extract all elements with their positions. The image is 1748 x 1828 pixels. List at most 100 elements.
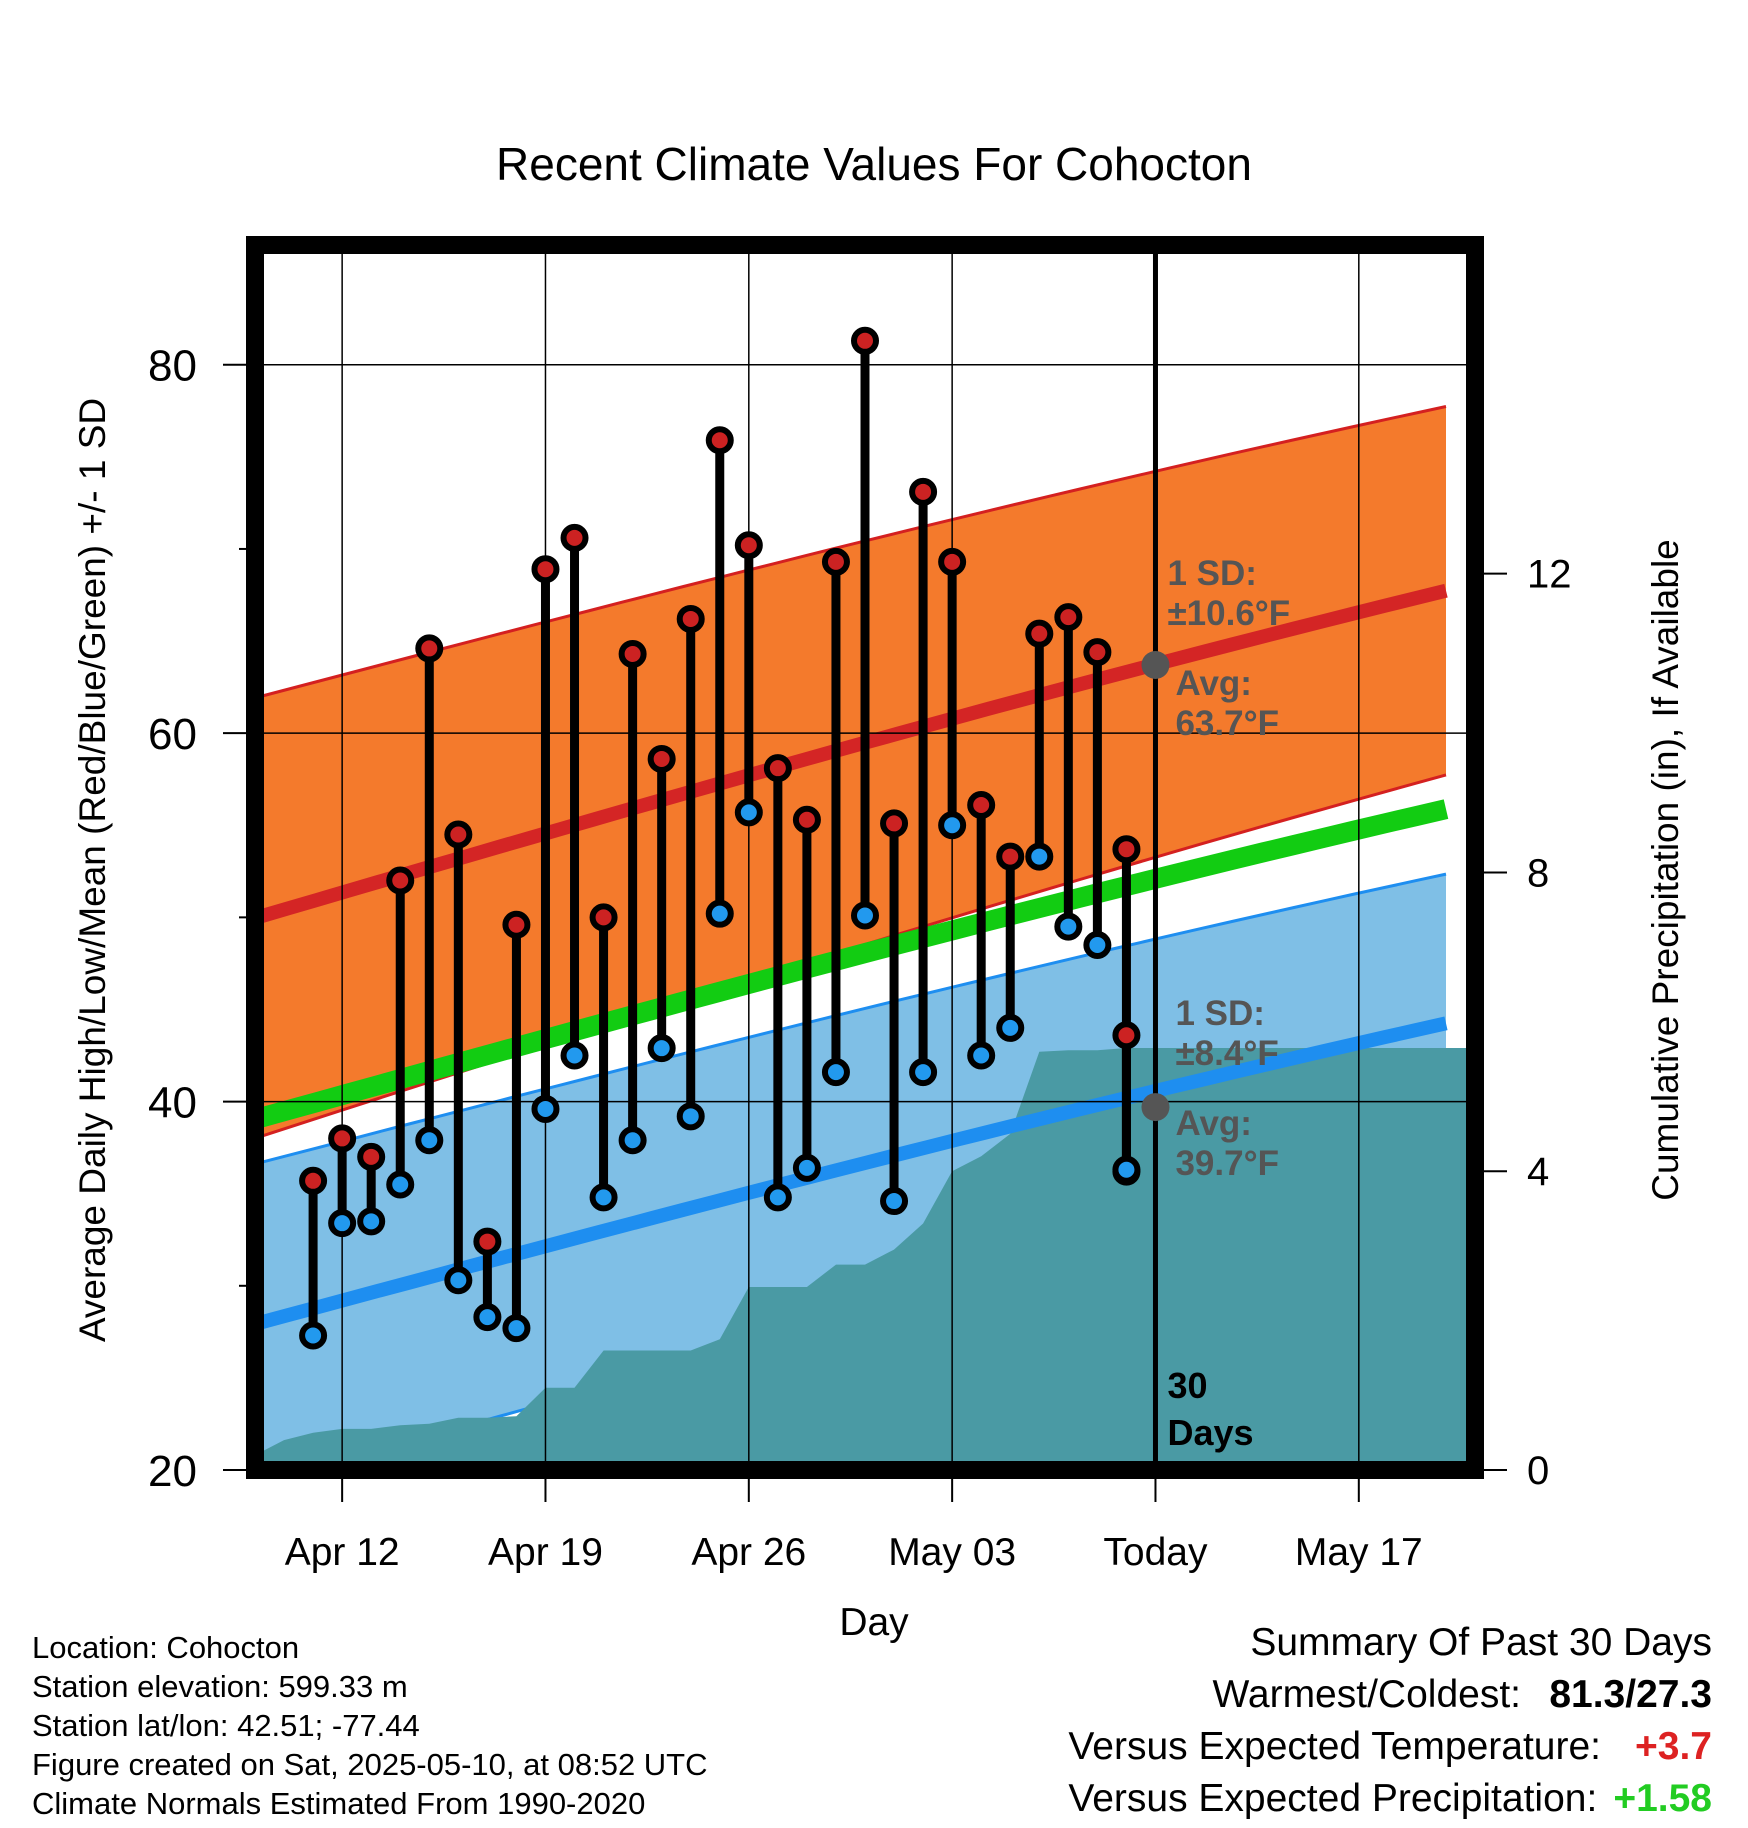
high-sd-label: 1 SD: — [1167, 554, 1256, 593]
low-sd-label: 1 SD: — [1175, 994, 1264, 1033]
daily-high-point — [880, 809, 909, 838]
daily-low-point — [299, 1321, 328, 1350]
y2-tick-label: 4 — [1527, 1150, 1549, 1194]
daily-high-point — [1083, 638, 1112, 667]
daily-low-point — [589, 1183, 618, 1212]
daily-low-point — [909, 1058, 938, 1087]
today-low-normal-marker — [1141, 1093, 1170, 1122]
daily-high-point — [821, 547, 850, 576]
daily-low-point — [880, 1187, 909, 1216]
low-normal-line — [255, 1016, 1448, 1332]
latlon-text: Station lat/lon: 42.51; -77.44 — [32, 1708, 420, 1743]
daily-high-point — [705, 426, 734, 455]
daily-high-point — [618, 639, 647, 668]
daily-low-point — [792, 1153, 821, 1182]
daily-high-point — [792, 805, 821, 834]
x-tick-label: Apr 19 — [488, 1531, 603, 1574]
daily-high-point — [851, 326, 879, 355]
high-avg-value: 63.7°F — [1175, 704, 1279, 743]
daily-low-point — [996, 1013, 1025, 1042]
daily-low-point — [415, 1126, 444, 1155]
daily-high-point — [909, 477, 938, 506]
daily-high-point — [328, 1124, 357, 1153]
created-text: Figure created on Sat, 2025-05-10, at 08… — [32, 1747, 708, 1782]
days-count-label: 30 — [1167, 1365, 1207, 1406]
x-tick-label: May 03 — [888, 1531, 1016, 1574]
daily-high-point — [502, 910, 531, 939]
daily-low-point — [560, 1041, 589, 1070]
daily-low-point — [1083, 931, 1112, 959]
x-tick-label: Apr 12 — [285, 1531, 400, 1574]
daily-high-point — [763, 754, 792, 783]
temperature-anomaly-value: +3.7 — [1635, 1725, 1712, 1768]
daily-high-point — [938, 547, 967, 576]
plot-frame — [246, 236, 1484, 1479]
days-word-label: Days — [1167, 1412, 1253, 1453]
daily-high-point — [299, 1166, 328, 1195]
high-sd-band — [255, 406, 1446, 1139]
daily-low-point — [938, 811, 967, 840]
daily-low-point — [473, 1303, 502, 1332]
daily-high-point — [589, 903, 618, 932]
y-tick-label: 80 — [148, 342, 197, 391]
warmest-coldest-value: 81.3/27.3 — [1549, 1673, 1712, 1716]
temperature-anomaly-label: Versus Expected Temperature: — [1068, 1725, 1601, 1768]
daily-low-point — [967, 1041, 996, 1070]
daily-high-point — [676, 604, 705, 633]
y2-tick-label: 0 — [1527, 1449, 1549, 1493]
daily-high-point — [1112, 1021, 1141, 1050]
daily-low-point — [763, 1183, 792, 1212]
precipitation-area — [255, 1048, 1475, 1470]
y2-tick-label: 8 — [1527, 851, 1549, 895]
daily-low-point — [851, 901, 879, 930]
daily-high-point — [734, 531, 763, 560]
normals-text: Climate Normals Estimated From 1990-2020 — [32, 1786, 646, 1821]
plot-content — [255, 245, 1475, 1470]
daily-high-point — [357, 1142, 386, 1171]
warmest-coldest-label: Warmest/Coldest: — [1212, 1673, 1521, 1716]
y2-tick-label: 12 — [1527, 553, 1572, 597]
warmest-coldest-row: Warmest/Coldest: 81.3/27.3 — [1068, 1669, 1712, 1721]
daily-high-point — [473, 1227, 502, 1256]
daily-high-point — [531, 555, 560, 584]
precipitation-anomaly-label: Versus Expected Precipitation: — [1068, 1777, 1598, 1820]
temperature-anomaly-row: Versus Expected Temperature: +3.7 — [1068, 1721, 1712, 1773]
low-sd-value: ±8.4°F — [1175, 1034, 1278, 1073]
x-tick-label: May 17 — [1295, 1531, 1423, 1574]
daily-low-point — [705, 899, 734, 928]
daily-low-point — [1025, 842, 1054, 871]
location-text: Location: Cohocton — [32, 1630, 300, 1665]
daily-low-point — [647, 1034, 676, 1063]
daily-low-point — [386, 1170, 415, 1199]
daily-high-point — [444, 820, 473, 849]
chart-title: Recent Climate Values For Cohocton — [496, 138, 1252, 190]
precipitation-anomaly-value: +1.58 — [1613, 1777, 1712, 1820]
daily-low-point — [734, 798, 763, 827]
station-info: Location: Cohocton Station elevation: 59… — [32, 1628, 708, 1823]
daily-low-point — [821, 1058, 850, 1087]
low-avg-label: Avg: — [1175, 1104, 1251, 1143]
daily-high-point — [647, 744, 676, 773]
daily-low-point — [531, 1094, 560, 1123]
daily-low-point — [1054, 912, 1083, 941]
y-tick-label: 60 — [148, 710, 197, 759]
daily-high-point — [967, 791, 996, 819]
daily-high-point — [1025, 619, 1054, 648]
x-tick-label: Apr 26 — [691, 1531, 806, 1574]
x-axis-label: Day — [839, 1601, 909, 1644]
daily-low-point — [1112, 1155, 1141, 1184]
elevation-text: Station elevation: 599.33 m — [32, 1669, 408, 1704]
y-axis-label: Average Daily High/Low/Mean (Red/Blue/Gr… — [72, 398, 113, 1342]
y-tick-label: 40 — [148, 1079, 197, 1128]
daily-high-point — [1054, 603, 1083, 632]
daily-low-point — [618, 1126, 647, 1155]
daily-low-point — [444, 1266, 473, 1295]
daily-high-point — [996, 842, 1025, 871]
today-high-normal-marker — [1141, 651, 1170, 679]
summary-title: Summary Of Past 30 Days — [1250, 1621, 1712, 1664]
y2-axis-label: Cumulative Precipitation (in), If Availa… — [1645, 539, 1686, 1201]
daily-high-point — [415, 634, 444, 663]
daily-low-point — [676, 1102, 705, 1131]
